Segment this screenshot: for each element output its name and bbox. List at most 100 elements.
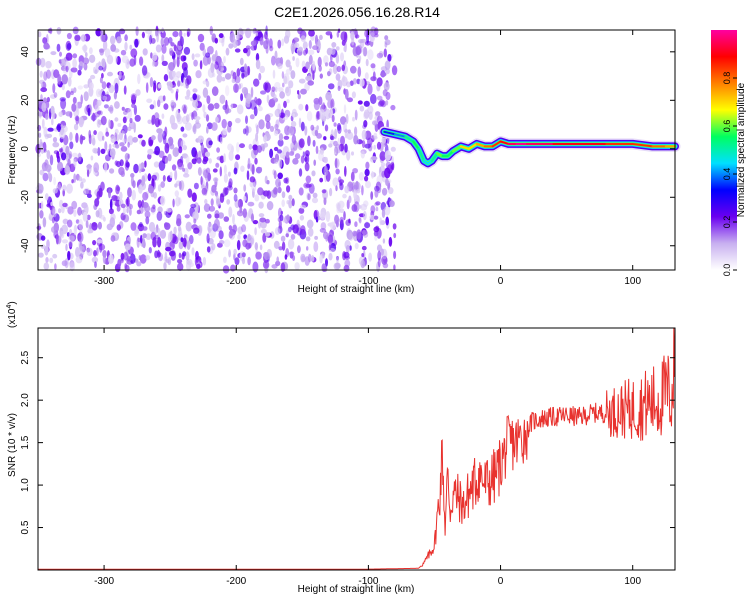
noise-blob xyxy=(327,71,331,77)
noise-blob xyxy=(102,253,107,264)
noise-blob xyxy=(51,110,56,120)
noise-blob xyxy=(139,222,143,228)
noise-blob xyxy=(235,142,240,153)
noise-blob xyxy=(65,243,68,251)
spectrogram-x-tick-label: 100 xyxy=(624,276,641,287)
noise-blob xyxy=(129,117,133,124)
noise-blob xyxy=(205,114,210,122)
noise-blob xyxy=(132,180,136,189)
noise-blob xyxy=(266,94,270,104)
noise-blob xyxy=(312,139,316,147)
noise-blob xyxy=(93,162,100,173)
noise-blob xyxy=(343,104,347,114)
noise-blob xyxy=(45,60,52,69)
noise-blob xyxy=(153,227,158,235)
noise-blob xyxy=(374,115,380,121)
noise-blob xyxy=(120,146,128,152)
noise-blob xyxy=(234,75,241,84)
noise-blob xyxy=(82,211,88,222)
noise-blob xyxy=(75,102,79,113)
noise-blob xyxy=(186,31,190,37)
noise-blob xyxy=(379,172,383,177)
noise-blob xyxy=(178,146,183,154)
noise-blob xyxy=(325,91,332,102)
noise-blob xyxy=(245,93,252,104)
noise-blob xyxy=(206,233,210,244)
noise-blob xyxy=(183,173,190,178)
noise-blob xyxy=(46,133,53,138)
noise-blob xyxy=(243,47,248,54)
noise-blob xyxy=(147,185,155,194)
noise-blob xyxy=(364,72,369,80)
snr-series-line xyxy=(38,327,676,570)
noise-blob xyxy=(255,251,262,260)
noise-blob xyxy=(124,34,128,42)
signal-trace-segment xyxy=(499,140,510,145)
noise-blob xyxy=(130,93,137,101)
noise-blob xyxy=(61,152,67,161)
noise-blob xyxy=(180,126,185,132)
noise-blob xyxy=(66,183,73,194)
noise-blob xyxy=(214,61,219,70)
noise-blob xyxy=(50,205,56,216)
noise-blob xyxy=(147,173,152,182)
noise-blob xyxy=(273,146,279,152)
noise-blob xyxy=(312,192,318,199)
noise-blob xyxy=(157,83,162,89)
noise-blob xyxy=(211,54,217,61)
noise-blob xyxy=(169,143,175,150)
noise-blob xyxy=(249,176,256,183)
noise-blob xyxy=(305,236,311,242)
noise-blob xyxy=(62,184,67,191)
spectrogram-x-tick-label: -200 xyxy=(226,276,246,287)
noise-blob xyxy=(77,206,82,216)
noise-blob xyxy=(40,81,44,88)
noise-blob xyxy=(114,117,119,122)
noise-blob xyxy=(247,65,251,76)
noise-blob xyxy=(117,258,122,268)
noise-blob xyxy=(192,211,199,221)
noise-blob xyxy=(52,83,56,94)
snr-y-multiplier: (x104) xyxy=(6,301,18,328)
noise-blob xyxy=(169,250,176,257)
noise-blob xyxy=(149,104,155,110)
noise-blob xyxy=(160,30,166,39)
noise-blob xyxy=(211,86,219,97)
noise-blob xyxy=(298,138,305,149)
noise-blob xyxy=(136,261,142,267)
noise-blob xyxy=(172,30,179,38)
noise-blob xyxy=(292,158,299,165)
noise-blob xyxy=(78,116,84,128)
noise-blob xyxy=(53,69,60,79)
noise-blob xyxy=(241,87,248,94)
noise-blob xyxy=(135,26,139,36)
noise-blob xyxy=(172,236,179,245)
noise-blob xyxy=(277,63,283,70)
noise-blob xyxy=(382,238,386,244)
noise-blob xyxy=(176,56,180,68)
noise-blob xyxy=(370,26,377,38)
noise-blob xyxy=(297,90,300,95)
noise-blob xyxy=(325,31,333,36)
noise-blob xyxy=(102,135,105,141)
noise-blob xyxy=(153,80,157,86)
noise-blob xyxy=(345,113,349,124)
noise-blob xyxy=(108,119,111,129)
noise-blob xyxy=(162,95,166,102)
snr-y-tick-label: 2.0 xyxy=(20,393,31,407)
noise-blob xyxy=(230,103,234,110)
noise-blob xyxy=(333,122,337,127)
noise-blob xyxy=(192,93,197,101)
noise-blob xyxy=(290,121,297,128)
noise-blob xyxy=(291,198,295,207)
noise-blob xyxy=(42,172,49,182)
noise-blob xyxy=(219,193,225,203)
noise-blob xyxy=(61,84,65,91)
noise-blob xyxy=(223,164,227,175)
noise-blob xyxy=(356,137,360,145)
noise-blob xyxy=(295,57,300,68)
noise-blob xyxy=(193,182,199,190)
noise-blob xyxy=(202,87,209,98)
snr-background xyxy=(38,328,675,570)
noise-blob xyxy=(264,114,271,123)
